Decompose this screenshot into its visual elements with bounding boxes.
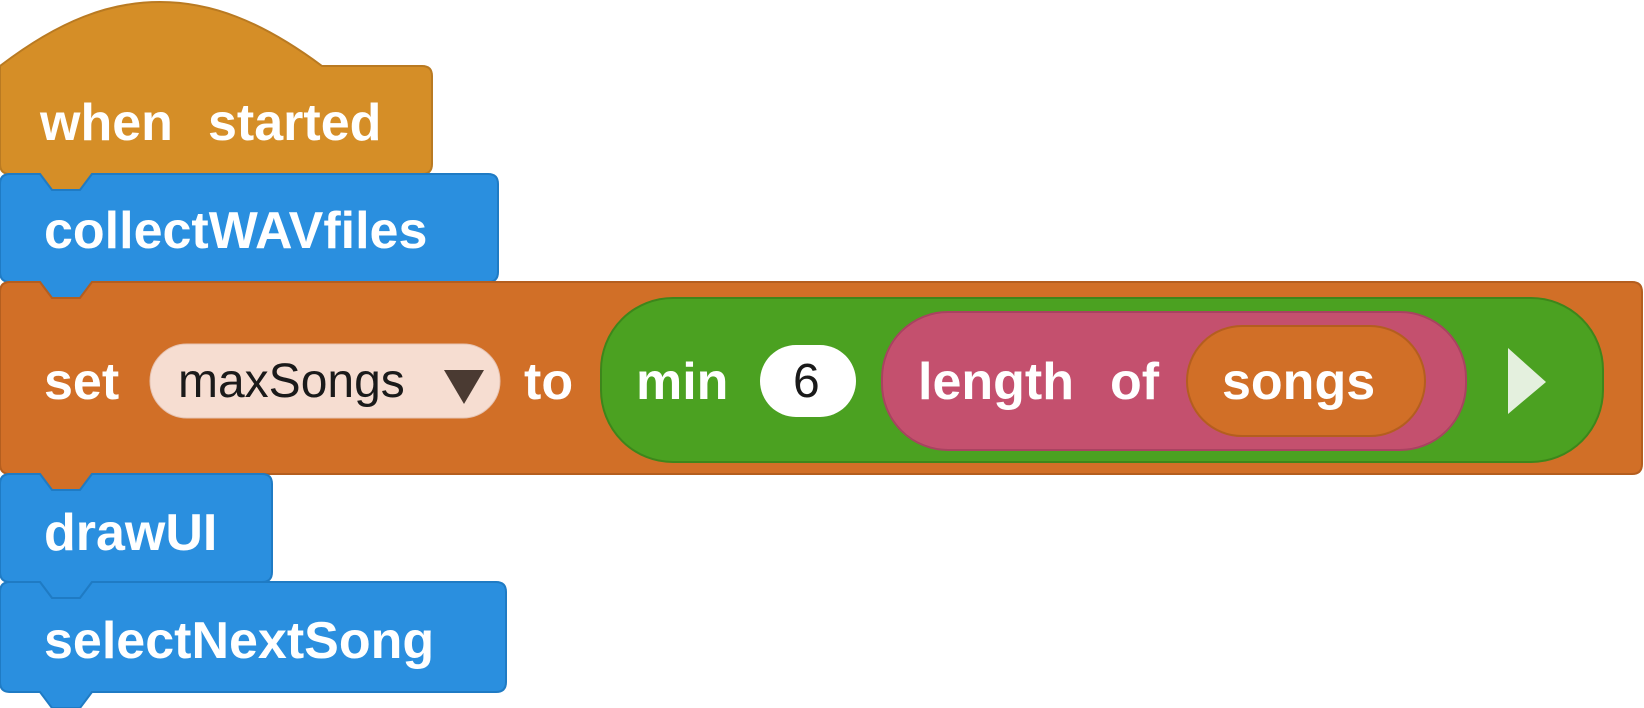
- triangle-right-icon[interactable]: [1508, 348, 1546, 414]
- set-keyword: set: [44, 353, 120, 411]
- to-keyword: to: [524, 353, 574, 411]
- hat-word-started: started: [208, 94, 382, 152]
- min-label: min: [636, 353, 729, 411]
- collect-wav-files-label: collectWAVfiles: [44, 202, 428, 260]
- select-next-song-label: selectNextSong: [44, 612, 435, 670]
- select-next-song-block[interactable]: [0, 581, 507, 708]
- draw-ui-label: drawUI: [44, 504, 218, 562]
- length-word: length: [918, 353, 1074, 411]
- hat-word-when: when: [40, 94, 173, 152]
- variable-name: maxSongs: [178, 355, 405, 408]
- variable-dropdown[interactable]: [149, 343, 501, 419]
- songs-label: songs: [1222, 353, 1376, 411]
- songs-variable-reporter[interactable]: [1186, 325, 1426, 437]
- number-field[interactable]: [760, 345, 856, 417]
- of-word: of: [1110, 353, 1160, 411]
- number-value[interactable]: 6: [793, 355, 820, 408]
- triangle-down-icon[interactable]: [444, 370, 484, 404]
